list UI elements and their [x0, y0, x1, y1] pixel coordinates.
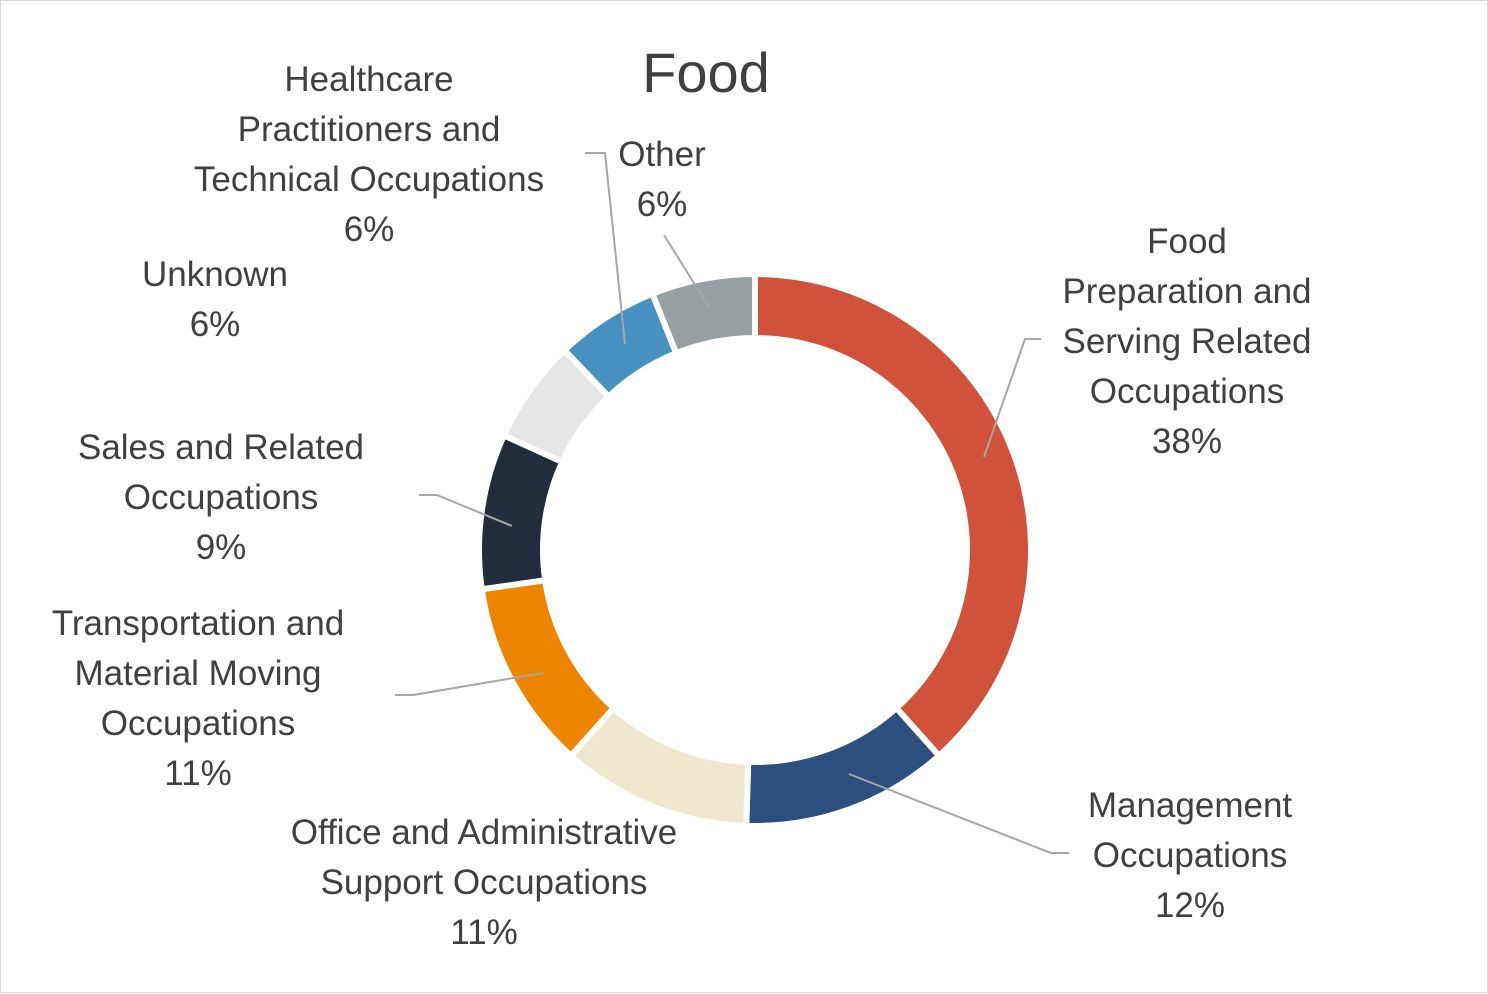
slice-name-line: Other [618, 135, 706, 174]
slice-name-line: Occupations [124, 478, 319, 517]
slice-name-line: Office and Administrative [291, 813, 678, 852]
slice-name-line: Unknown [142, 255, 288, 294]
slice-name-line: Occupations [101, 704, 296, 743]
slice-percent: 6% [190, 305, 241, 344]
slice-label: Food Preparation and Serving Related Occupa… [1062, 222, 1311, 461]
slice-percent: 6% [637, 185, 688, 224]
slice-name-line: Healthcare [284, 60, 453, 99]
leader-lines [395, 152, 1069, 854]
slice-management-occupations [743, 704, 943, 829]
leader-line [983, 338, 1041, 458]
slice-name-line: Serving Related [1062, 322, 1311, 361]
slice-transportation-and-material-moving-occupations [478, 577, 617, 759]
leader-line [395, 672, 544, 696]
slice-name-line: Management [1088, 786, 1293, 825]
slice-name-line: Occupations [1090, 372, 1285, 411]
donut-slices [476, 271, 1034, 829]
slice-food-preparation-and-serving-related-occupations [752, 271, 1034, 759]
leader-line [663, 234, 711, 310]
chart-title: Food [642, 41, 770, 104]
slice-label: Office and Administrative Support Occupat… [291, 813, 678, 952]
slice-name-line: Transportation and [52, 604, 345, 643]
slice-label: Unknown 6% [142, 255, 288, 344]
slice-label: Sales and Related Occupations 9% [78, 428, 364, 567]
slice-labels: Food Preparation and Serving Related Occupa… [52, 60, 1312, 952]
slice-name-line: Occupations [1093, 836, 1288, 875]
leader-line [419, 494, 513, 527]
slice-label: Healthcare Practitioners and Technical Occ… [194, 60, 544, 249]
leader-line [848, 773, 1069, 854]
slice-name-line: Support Occupations [321, 863, 648, 902]
slice-label: Transportation and Material Moving Occupat… [52, 604, 345, 793]
slice-percent: 38% [1152, 422, 1222, 461]
slice-label: Management Occupations 12% [1088, 786, 1293, 925]
leader-line [585, 152, 626, 345]
slice-name-line: Material Moving [74, 654, 321, 693]
slice-name-line: Sales and Related [78, 428, 364, 467]
slice-name-line: Practitioners and [238, 110, 501, 149]
slice-percent: 11% [450, 913, 517, 952]
slice-percent: 11% [164, 754, 231, 793]
slice-other [649, 271, 758, 357]
slice-name-line: Food [1147, 222, 1227, 261]
slice-percent: 6% [344, 210, 395, 249]
slice-percent: 9% [196, 528, 247, 567]
slice-name-line: Technical Occupations [194, 160, 544, 199]
slice-percent: 12% [1155, 886, 1225, 925]
slice-label: Other 6% [618, 135, 706, 224]
slice-name-line: Preparation and [1062, 272, 1311, 311]
